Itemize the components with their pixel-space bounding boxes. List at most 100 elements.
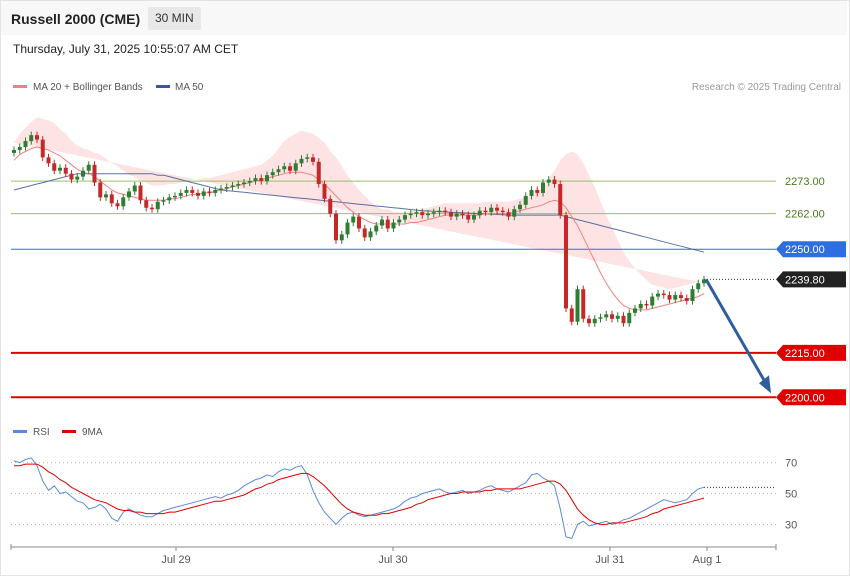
rsi-panel: 70 50 30 <box>11 457 797 540</box>
candle <box>58 164 62 175</box>
candle-body <box>173 195 177 198</box>
candle-body <box>696 283 701 290</box>
candle-body <box>690 289 695 302</box>
bollinger-bands <box>14 117 699 290</box>
candle <box>667 291 672 304</box>
last-price-tag <box>776 271 846 288</box>
key-levels <box>11 180 776 399</box>
candle-body <box>408 213 413 216</box>
ma50-legend-swatch <box>156 85 170 88</box>
candle-body <box>472 215 476 220</box>
candle-body <box>357 216 361 229</box>
rsi-ma-legend-swatch <box>62 430 76 433</box>
candle <box>29 131 34 145</box>
candle <box>385 216 390 233</box>
candle <box>150 204 154 213</box>
candle-body <box>127 191 131 198</box>
candle-body <box>132 185 137 192</box>
candle-body <box>328 198 333 214</box>
candle <box>500 207 505 216</box>
candle-body <box>477 210 482 216</box>
candle-body <box>391 222 396 229</box>
candle <box>270 168 275 179</box>
candle <box>357 213 361 233</box>
candle-body <box>414 212 419 214</box>
candle-body <box>316 161 321 185</box>
candle <box>702 275 706 287</box>
candle-body <box>144 200 149 208</box>
candle-body <box>213 189 218 193</box>
candle-body <box>98 182 103 198</box>
candle-body <box>46 157 51 164</box>
candle <box>615 312 620 323</box>
candle-body <box>334 213 338 241</box>
candle <box>167 193 172 204</box>
candle <box>679 291 683 302</box>
candle <box>236 180 241 190</box>
candle-body <box>431 212 436 214</box>
level-labels: 2273.00 2262.00 2250.00 2215.00 2200.00 2239.… <box>776 176 846 406</box>
candle <box>121 193 126 210</box>
candle <box>288 162 292 175</box>
candle-body <box>201 191 206 196</box>
report-datetime: Thursday, July 31, 2025 10:55:07 AM CET <box>13 42 239 56</box>
candle-body <box>247 181 252 183</box>
candle <box>569 304 574 326</box>
candle <box>661 290 666 299</box>
candle <box>638 300 643 312</box>
candle-body <box>506 212 511 217</box>
candle-body <box>420 212 425 216</box>
candle-body <box>380 219 384 226</box>
candle-body <box>23 141 28 148</box>
last-price-label: 2239.80 <box>785 274 825 286</box>
candle-body <box>454 213 459 217</box>
candle-body <box>569 308 574 322</box>
candle-body <box>35 135 39 140</box>
candle-body <box>161 200 166 202</box>
candle-body <box>81 170 85 177</box>
candle <box>431 208 436 218</box>
candle-body <box>224 187 229 189</box>
candle <box>92 161 97 187</box>
candle-body <box>443 210 448 213</box>
candle-body <box>437 210 442 213</box>
candle <box>627 309 632 327</box>
candle-body <box>276 169 281 173</box>
candle-body <box>604 314 609 318</box>
candle-body <box>29 135 34 142</box>
level-label-2250.00: 2250.00 <box>785 244 825 256</box>
candle-body <box>150 207 154 210</box>
forecast-arrow-shaft <box>704 278 769 387</box>
candle-body <box>385 219 390 229</box>
candle <box>656 290 660 301</box>
candle <box>224 183 229 193</box>
candle <box>397 216 402 227</box>
candle-body <box>587 318 591 324</box>
candle-body <box>483 210 488 213</box>
candle-body <box>546 179 551 183</box>
candle <box>201 187 206 200</box>
candle <box>265 171 269 185</box>
candle <box>345 218 350 238</box>
candle <box>633 304 637 317</box>
candle <box>575 285 580 326</box>
candle <box>52 159 57 175</box>
candle-body <box>374 225 379 232</box>
candle-body <box>667 295 672 300</box>
rsi-legend-label: RSI <box>33 427 50 438</box>
candle-body <box>661 293 666 296</box>
candle <box>621 312 626 327</box>
candle <box>696 279 701 293</box>
forecast-arrow <box>704 278 771 394</box>
candle <box>391 218 396 233</box>
candle <box>86 161 91 175</box>
candle-body <box>184 189 189 193</box>
level-label-2215.00: 2215.00 <box>785 348 825 360</box>
ma50-legend-label: MA 50 <box>175 82 204 93</box>
candle <box>495 204 499 215</box>
timeframe-button[interactable]: 30 MIN <box>148 7 201 30</box>
candle <box>161 196 166 206</box>
candle <box>506 208 511 221</box>
candle <box>529 186 534 200</box>
candle <box>684 294 689 305</box>
